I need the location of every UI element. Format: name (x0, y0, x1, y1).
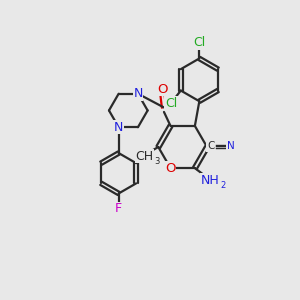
Text: O: O (157, 82, 168, 96)
Text: C: C (207, 141, 214, 152)
Text: CH: CH (135, 150, 153, 163)
Text: N: N (114, 121, 123, 134)
Text: F: F (115, 202, 122, 215)
Text: O: O (165, 162, 176, 175)
Text: 2: 2 (220, 181, 225, 190)
Text: N: N (133, 87, 143, 100)
Text: NH: NH (200, 173, 219, 187)
Text: N: N (227, 141, 234, 152)
Text: 3: 3 (154, 158, 160, 166)
Text: Cl: Cl (165, 97, 177, 110)
Text: Cl: Cl (193, 36, 206, 49)
